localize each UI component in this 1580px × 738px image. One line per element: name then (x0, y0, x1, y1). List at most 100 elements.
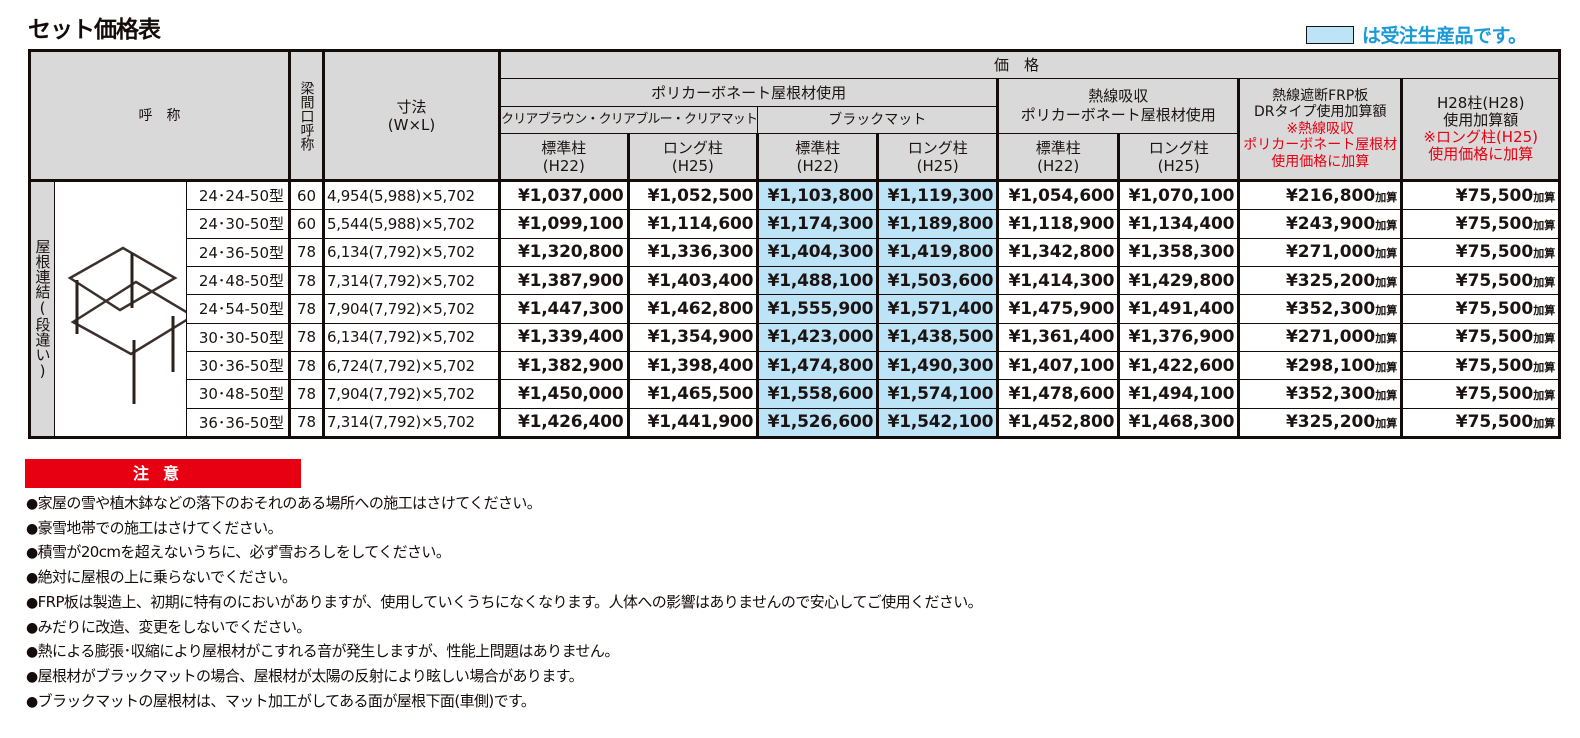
addition-amount: ¥352,300 (1285, 383, 1376, 404)
header-heat-long: ロング柱 (H25) (1117, 133, 1240, 182)
beam-cell: 60 (288, 209, 324, 239)
price-heat-long: ¥1,358,300 (1117, 237, 1240, 267)
std-post-label: 標準柱 (541, 138, 587, 157)
price-clear-long: ¥1,398,400 (626, 350, 759, 381)
price-heat-std: ¥1,452,800 (996, 407, 1120, 439)
header-dimension: 寸法 (W×L) (322, 50, 500, 182)
price-clear-std: ¥1,447,300 (498, 294, 629, 324)
frp-addition: ¥325,200加算 (1237, 407, 1403, 439)
made-to-order-legend: は受注生産品です。 (1306, 21, 1527, 48)
carport-illustration (54, 180, 187, 438)
addition-amount: ¥75,500 (1455, 185, 1534, 206)
h28-addition: ¥75,500加算 (1400, 379, 1561, 409)
header-polycarbonate: ポリカーボネート屋根材使用 (497, 78, 999, 107)
price-clear-std: ¥1,339,400 (498, 322, 629, 352)
header-frp-addition: 熱線遮断FRP板 DRタイプ使用加算額 ※熱線吸収 ポリカーボネート屋根材 使用… (1237, 78, 1403, 182)
caution-item: ●家屋の雪や植木鉢などの落下のおそれのある場所への施工はさけてください。 (26, 492, 982, 517)
bullet-icon: ● (26, 520, 38, 537)
dimension-cell: 7,904(7,792)×5,702 (322, 379, 500, 409)
price-black-std: ¥1,526,600 (756, 407, 879, 439)
addition-amount: ¥352,300 (1285, 298, 1376, 319)
model-cell: 24･30-50型 (186, 209, 290, 239)
bullet-icon: ● (26, 545, 38, 562)
addition-amount: ¥75,500 (1455, 242, 1534, 263)
beam-cell: 78 (288, 379, 324, 409)
long-post-label: ロング柱 (1148, 138, 1209, 157)
frp-addition: ¥243,900加算 (1237, 209, 1403, 239)
caution-text: 家屋の雪や植木鉢などの落下のおそれのある場所への施工はさけてください。 (37, 494, 542, 512)
table-row: 30･48-50型 78 7,904(7,792)×5,702 ¥1,450,000 ¥… (30, 379, 1561, 409)
dimension-cell: 4,954(5,988)×5,702 (322, 179, 500, 211)
header-beam: 梁間口呼称 (288, 50, 324, 182)
price-black-std: ¥1,555,900 (756, 294, 879, 324)
header-h28-line2: 使用加算額 (1443, 111, 1519, 129)
price-heat-long: ¥1,376,900 (1117, 322, 1240, 352)
addition-amount: ¥271,000 (1285, 327, 1376, 348)
beam-cell: 78 (288, 350, 324, 381)
group-label: 屋根連結(段違い) (33, 238, 52, 380)
addition-suffix: 加算 (1533, 417, 1556, 431)
addition-suffix: 加算 (1533, 388, 1556, 402)
price-black-long: ¥1,574,100 (876, 379, 999, 409)
beam-cell: 78 (288, 265, 324, 296)
beam-cell: 78 (288, 407, 324, 439)
caution-heading: 注意 (25, 459, 301, 488)
price-heat-std: ¥1,118,900 (996, 209, 1120, 239)
addition-amount: ¥75,500 (1455, 327, 1534, 348)
header-dimension-line1: 寸法 (396, 97, 427, 116)
frp-addition: ¥352,300加算 (1237, 379, 1403, 409)
bullet-icon: ● (26, 496, 38, 512)
price-black-long: ¥1,490,300 (876, 350, 999, 381)
price-heat-std: ¥1,407,100 (996, 350, 1120, 381)
price-clear-long: ¥1,354,900 (626, 322, 759, 352)
price-clear-long: ¥1,336,300 (626, 237, 759, 267)
addition-suffix: 加算 (1375, 247, 1398, 261)
long-post-label: ロング柱 (907, 138, 968, 157)
bullet-icon: ● (26, 693, 38, 710)
addition-suffix: 加算 (1533, 275, 1556, 289)
price-clear-std: ¥1,450,000 (498, 379, 629, 409)
frp-addition: ¥352,300加算 (1237, 294, 1403, 324)
caution-text: 積雪が20cmを超えないうちに、必ず雪おろしをしてください。 (37, 543, 451, 562)
table-row: 30･30-50型 78 6,134(7,792)×5,702 ¥1,339,400 ¥… (30, 322, 1561, 352)
header-h28-note1: ※ロング柱(H25) (1423, 128, 1539, 146)
header-clear-std: 標準柱 (H22) (498, 133, 629, 182)
header-black-long: ロング柱 (H25) (876, 133, 999, 182)
dimension-cell: 6,134(7,792)×5,702 (322, 322, 500, 352)
header-clear-colors: クリアブラウン・クリアブルー・クリアマット (497, 106, 759, 134)
dimension-cell: 7,314(7,792)×5,702 (322, 265, 500, 296)
header-frp-line2: DRタイプ使用加算額 (1253, 104, 1387, 121)
caution-item: ●熱による膨張･収縮により屋根材がこすれる音が発生しますが、性能上問題はありませ… (26, 640, 982, 665)
addition-suffix: 加算 (1375, 360, 1398, 374)
price-heat-std: ¥1,342,800 (996, 237, 1120, 267)
caution-item: ●屋根材がブラックマットの場合、屋根材が太陽の反射により眩しい場合があります。 (26, 665, 982, 690)
beam-cell: 78 (288, 237, 324, 267)
price-heat-std: ¥1,478,600 (996, 379, 1120, 409)
price-clear-long: ¥1,052,500 (626, 179, 759, 211)
carport-stepped-roof-illustration-icon (67, 246, 186, 404)
h28-addition: ¥75,500加算 (1400, 237, 1561, 267)
price-heat-std: ¥1,475,900 (996, 294, 1120, 324)
header-clear-long: ロング柱 (H25) (626, 133, 759, 182)
h28-addition: ¥75,500加算 (1400, 294, 1561, 324)
h28-addition: ¥75,500加算 (1400, 209, 1561, 239)
caution-item: ●絶対に屋根の上に乗らないでください。 (26, 566, 982, 591)
caution-text: みだりに改造、変更をしないでください。 (37, 617, 312, 636)
dimension-cell: 6,134(7,792)×5,702 (322, 237, 500, 267)
std-post-height: (H22) (1037, 156, 1080, 175)
dimension-cell: 7,904(7,792)×5,702 (322, 294, 500, 324)
frp-addition: ¥298,100加算 (1237, 350, 1403, 381)
table-row: 36･36-50型 78 7,314(7,792)×5,702 ¥1,426,400 ¥… (30, 407, 1561, 439)
frp-addition: ¥216,800加算 (1237, 179, 1403, 211)
price-black-std: ¥1,558,600 (756, 379, 879, 409)
beam-cell: 78 (288, 294, 324, 324)
addition-amount: ¥75,500 (1455, 412, 1534, 433)
price-black-long: ¥1,542,100 (876, 407, 999, 439)
h28-addition: ¥75,500加算 (1400, 265, 1561, 296)
caution-text: 豪雪地帯での施工はさけてください。 (37, 518, 283, 537)
long-post-label: ロング柱 (662, 138, 723, 157)
price-clear-std: ¥1,426,400 (498, 407, 629, 439)
price-black-long: ¥1,119,300 (876, 179, 999, 211)
caution-item: ●みだりに改造、変更をしないでください。 (26, 616, 982, 641)
price-heat-long: ¥1,468,300 (1117, 407, 1240, 439)
